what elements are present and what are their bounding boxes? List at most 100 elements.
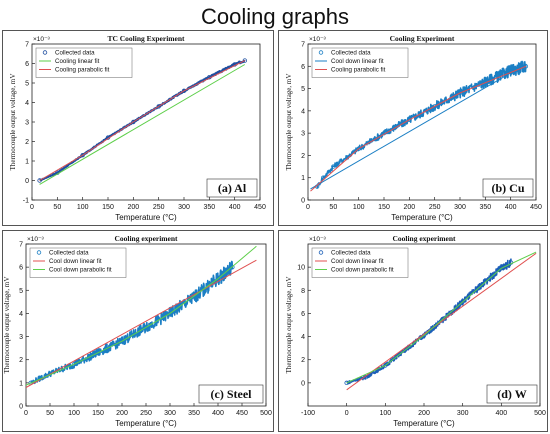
legend-marker [42, 50, 48, 55]
fit-line-2 [346, 251, 537, 384]
fit-line-1 [346, 252, 537, 391]
panel-tag-box [482, 178, 534, 198]
y-tick-label: 5 [301, 86, 305, 93]
y-axis-label: Thermocouple output voltage, mV [9, 74, 17, 171]
legend-entry: Cool down linear fit [331, 58, 384, 65]
x-axis-label: Temperature (°C) [391, 213, 453, 222]
legend-entry: Cooling parabolic fit [331, 67, 386, 74]
y-tick-label: 0 [25, 178, 29, 185]
y-tick-label: 8 [301, 288, 305, 295]
x-tick-label: 500 [534, 410, 546, 417]
data-point [131, 119, 136, 125]
legend-entry: Cool down parabolic fit [49, 267, 112, 274]
legend-entry: Cooling parabolic fit [55, 67, 110, 74]
data-point [242, 58, 247, 63]
x-tick-label: 50 [46, 410, 54, 417]
y-tick-label: 3 [19, 334, 23, 341]
x-tick-label: 200 [127, 204, 139, 211]
data-point [331, 164, 336, 169]
chart-cu-svg: Cooling Experiment×10⁻³0 50 100 150 200 250 30… [278, 30, 548, 226]
chart-panel-cu: Cooling Experiment ×10⁻³ 0 50 100 150 200 250 30… [278, 30, 548, 226]
y-tick-label: 7 [19, 242, 23, 249]
data-point [37, 178, 42, 183]
x-tick-label: 400 [505, 204, 517, 211]
y-tick-label: 1 [25, 159, 29, 166]
y-tick-label: 2 [301, 153, 305, 160]
axis-exponent: ×10⁻³ [309, 236, 326, 243]
y-tick-label: 1 [301, 175, 305, 182]
data-point [460, 299, 465, 305]
data-point [71, 362, 77, 367]
y-axis-label: Thermocouple output voltage, mV [285, 74, 293, 171]
data-point [181, 88, 187, 93]
y-tick-label: 5 [25, 81, 29, 88]
y-tick-label: 2 [19, 357, 23, 364]
x-tick-label: 0 [30, 204, 34, 211]
x-tick-label: 0 [24, 410, 28, 417]
data-point [230, 264, 235, 270]
panel-tag-box [206, 178, 258, 198]
y-tick-label: 7 [301, 42, 305, 49]
legend-entry: Cooling linear fit [55, 58, 100, 65]
y-tick-label: 6 [301, 64, 305, 71]
legend-marker [318, 50, 324, 55]
x-tick-label: 400 [495, 410, 507, 417]
fit-line-2 [310, 65, 527, 192]
plot-layer [37, 58, 247, 185]
x-tick-label: 100 [353, 204, 365, 211]
panel-tag: (b) Cu [491, 181, 524, 195]
x-tick-label: 450 [530, 204, 542, 211]
x-tick-label: 350 [203, 204, 215, 211]
chart-title: Cooling experiment [114, 234, 178, 243]
panel-tag-box [486, 384, 538, 404]
data-point [119, 338, 125, 344]
x-tick-label: 450 [236, 410, 248, 417]
y-axis-label: Thermocouple output voltage, mV [3, 277, 11, 374]
x-tick-label: 100 [379, 410, 391, 417]
y-axis-label: Thermocouple output voltage, mV [285, 277, 293, 374]
y-tick-label: 4 [25, 100, 29, 107]
panel-tag: (d) W [497, 387, 526, 401]
y-tick-label: 2 [301, 357, 305, 364]
x-tick-label: 400 [229, 204, 241, 211]
y-tick-label: 10 [297, 265, 305, 272]
data-point [167, 311, 173, 316]
x-tick-label: 100 [68, 410, 80, 417]
x-axis-label: Temperature (°C) [115, 419, 177, 428]
data-point [143, 325, 149, 330]
x-axis-label: Temperature (°C) [393, 419, 455, 428]
fit-line-1 [26, 259, 257, 388]
chart-panel-w: Cooling experiment ×10⁻³ -100 0 100 200 300 400… [278, 230, 548, 432]
panel-tag: (c) Steel [211, 387, 253, 401]
x-tick-label: 150 [378, 204, 390, 211]
data-point [156, 104, 161, 109]
x-axis-label: Temperature (°C) [115, 213, 177, 222]
axis-exponent: ×10⁻³ [309, 36, 326, 43]
y-tick-label: 0 [301, 380, 305, 387]
x-tick-label: 300 [457, 410, 469, 417]
axis-exponent: ×10⁻³ [33, 36, 50, 43]
x-tick-label: 300 [178, 204, 190, 211]
fit-line-1 [310, 63, 527, 190]
data-point [383, 363, 388, 368]
legend-box [311, 47, 409, 78]
legend-entry: Collected data [49, 250, 89, 257]
x-tick-label: 50 [329, 204, 337, 211]
legend-entry: Collected data [331, 50, 371, 57]
data-point [80, 152, 85, 158]
axis-exponent: ×10⁻³ [27, 236, 44, 243]
y-tick-label: 4 [301, 108, 305, 115]
y-tick-label: 6 [25, 61, 29, 68]
chart-panel-al: TC Cooling Experiment ×10⁻³ 0 50 100 150 200 25… [2, 30, 274, 226]
data-point [402, 348, 407, 353]
fit-line-2 [39, 60, 246, 181]
y-tick-label: 7 [25, 42, 29, 49]
x-tick-label: 50 [53, 204, 61, 211]
y-tick-label: 0 [19, 404, 23, 411]
chart-title: Cooling experiment [392, 234, 456, 243]
data-point [356, 146, 361, 151]
x-tick-label: 150 [102, 204, 114, 211]
panel-tag: (a) Al [218, 181, 247, 195]
data-point [95, 350, 101, 355]
y-tick-label: 6 [301, 311, 305, 318]
